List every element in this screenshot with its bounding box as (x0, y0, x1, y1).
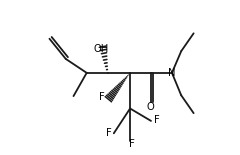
Text: F: F (129, 139, 135, 149)
Text: OH: OH (93, 44, 108, 54)
Text: F: F (106, 128, 112, 137)
Text: F: F (99, 92, 105, 102)
Text: F: F (154, 115, 160, 125)
Text: N: N (168, 68, 176, 78)
Text: O: O (147, 102, 155, 112)
